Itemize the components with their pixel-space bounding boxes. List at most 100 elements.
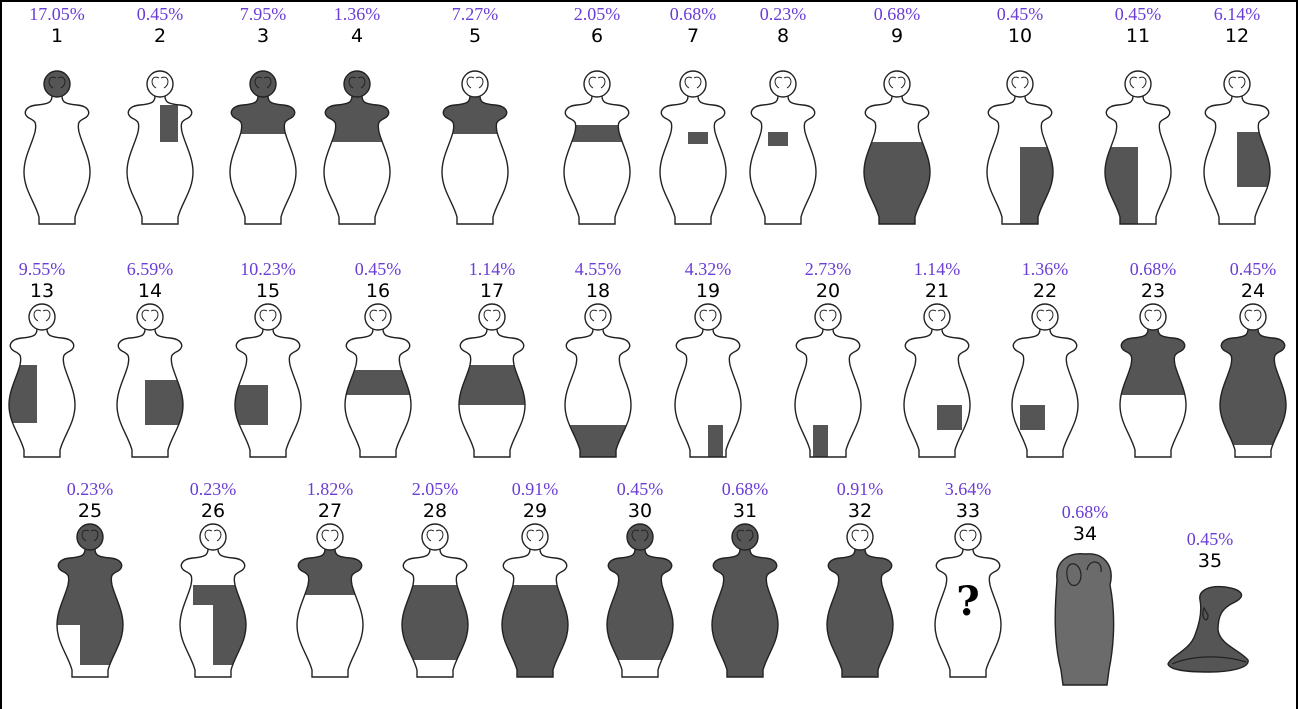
percentage-label: 17.05%	[29, 4, 85, 24]
head	[29, 304, 55, 330]
figurine-number: 11	[1126, 25, 1150, 47]
head	[1125, 71, 1151, 97]
head	[815, 304, 841, 330]
percentage-label: 7.95%	[240, 4, 287, 24]
figurine-number: 20	[816, 280, 840, 302]
percentage-label: 1.14%	[914, 259, 961, 279]
head	[924, 304, 950, 330]
figurine-number: 35	[1198, 550, 1222, 572]
percentage-label: 10.23%	[240, 259, 296, 279]
percentage-label: 0.68%	[874, 4, 921, 24]
head	[847, 524, 873, 550]
figurine-number: 6	[591, 25, 603, 47]
percentage-label: 1.36%	[334, 4, 381, 24]
shaded-area	[688, 132, 708, 144]
figurine-number: 15	[256, 280, 280, 302]
figurine-number: 29	[523, 500, 547, 522]
percentage-label: 1.36%	[1022, 259, 1069, 279]
head	[884, 71, 910, 97]
percentage-label: 1.82%	[307, 479, 354, 499]
percentage-label: 0.45%	[1187, 529, 1234, 549]
percentage-label: 7.27%	[452, 4, 499, 24]
figurine-number: 14	[138, 280, 162, 302]
percentage-label: 0.68%	[1130, 259, 1177, 279]
figurine-number: 21	[925, 280, 949, 302]
figurine-number: 12	[1225, 25, 1249, 47]
head	[255, 304, 281, 330]
percentage-label: 4.55%	[575, 259, 622, 279]
figurine-number: 19	[696, 280, 720, 302]
figurine-number: 31	[733, 500, 757, 522]
percentage-label: 3.64%	[945, 479, 992, 499]
shaded-area	[160, 105, 178, 142]
percentage-label: 0.68%	[1062, 502, 1109, 522]
percentage-label: 0.91%	[837, 479, 884, 499]
figurine-number: 5	[469, 25, 481, 47]
percentage-label: 6.14%	[1214, 4, 1261, 24]
percentage-label: 0.23%	[760, 4, 807, 24]
percentage-label: 1.14%	[469, 259, 516, 279]
percentage-label: 0.91%	[512, 479, 559, 499]
head	[147, 71, 173, 97]
figurine-number: 16	[366, 280, 390, 302]
head	[77, 524, 103, 550]
head	[422, 524, 448, 550]
percentage-label: 9.55%	[19, 259, 66, 279]
figurine-number: 17	[480, 280, 504, 302]
figurine-number: 24	[1241, 280, 1265, 302]
head	[732, 524, 758, 550]
percentage-label: 0.23%	[67, 479, 114, 499]
figurine-number: 7	[687, 25, 699, 47]
head	[770, 71, 796, 97]
head	[522, 524, 548, 550]
owl-figurine	[1055, 554, 1113, 685]
percentage-label: 0.23%	[190, 479, 237, 499]
figurine-number: 10	[1008, 25, 1032, 47]
figurine-number: 1	[51, 25, 63, 47]
figurine-number: 4	[351, 25, 363, 47]
percentage-label: 0.45%	[997, 4, 1044, 24]
percentage-label: 0.68%	[670, 4, 717, 24]
figurine-number: 28	[423, 500, 447, 522]
percentage-label: 0.45%	[1115, 4, 1162, 24]
percentage-label: 0.45%	[355, 259, 402, 279]
head	[462, 71, 488, 97]
figurine-number: 8	[777, 25, 789, 47]
shaded-area	[1020, 405, 1045, 430]
figurine-number: 30	[628, 500, 652, 522]
figurine-number: 32	[848, 500, 872, 522]
head	[585, 304, 611, 330]
head	[479, 304, 505, 330]
head	[584, 71, 610, 97]
head	[344, 71, 370, 97]
figurine-number: 22	[1033, 280, 1057, 302]
percentage-label: 4.32%	[685, 259, 732, 279]
figurine-number: 26	[201, 500, 225, 522]
head	[680, 71, 706, 97]
head	[44, 71, 70, 97]
percentage-label: 2.73%	[805, 259, 852, 279]
percentage-label: 0.45%	[617, 479, 664, 499]
figurine-number: 18	[586, 280, 610, 302]
shaded-area	[600, 550, 680, 660]
head	[317, 524, 343, 550]
percentage-label: 2.05%	[412, 479, 459, 499]
head	[1224, 71, 1250, 97]
figurine-diagram: 17.05%10.45%27.95%31.36%47.27%52.05%60.6…	[0, 0, 1298, 709]
figurine-number: 25	[78, 500, 102, 522]
figurine-number: 2	[154, 25, 166, 47]
head	[365, 304, 391, 330]
figurine-number: 27	[318, 500, 342, 522]
head	[695, 304, 721, 330]
figurine-number: 3	[257, 25, 269, 47]
shaded-area	[768, 132, 788, 146]
head	[1007, 71, 1033, 97]
head	[955, 524, 981, 550]
figurine-number: 9	[891, 25, 903, 47]
percentage-label: 2.05%	[574, 4, 621, 24]
owl-shape	[1055, 554, 1113, 685]
unknown-mark: ?	[956, 578, 979, 625]
percentage-label: 0.68%	[722, 479, 769, 499]
figurine-number: 13	[30, 280, 54, 302]
figurine-number: 33	[956, 500, 980, 522]
